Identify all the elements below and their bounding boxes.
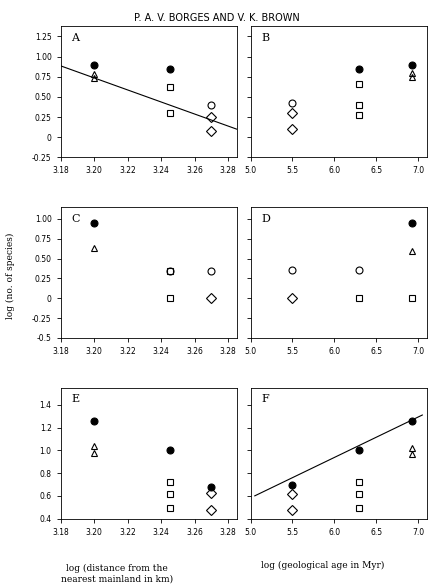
Text: D: D: [261, 213, 270, 224]
Text: F: F: [261, 394, 269, 404]
Text: log (no. of species): log (no. of species): [6, 232, 16, 319]
Text: log (geological age in Myr): log (geological age in Myr): [261, 560, 384, 570]
Text: E: E: [71, 394, 79, 404]
Text: A: A: [71, 33, 79, 43]
Text: C: C: [71, 213, 80, 224]
Text: log (distance from the
nearest mainland in km): log (distance from the nearest mainland …: [61, 564, 173, 583]
Text: B: B: [261, 33, 269, 43]
Text: P. A. V. BORGES AND V. K. BROWN: P. A. V. BORGES AND V. K. BROWN: [134, 13, 299, 23]
